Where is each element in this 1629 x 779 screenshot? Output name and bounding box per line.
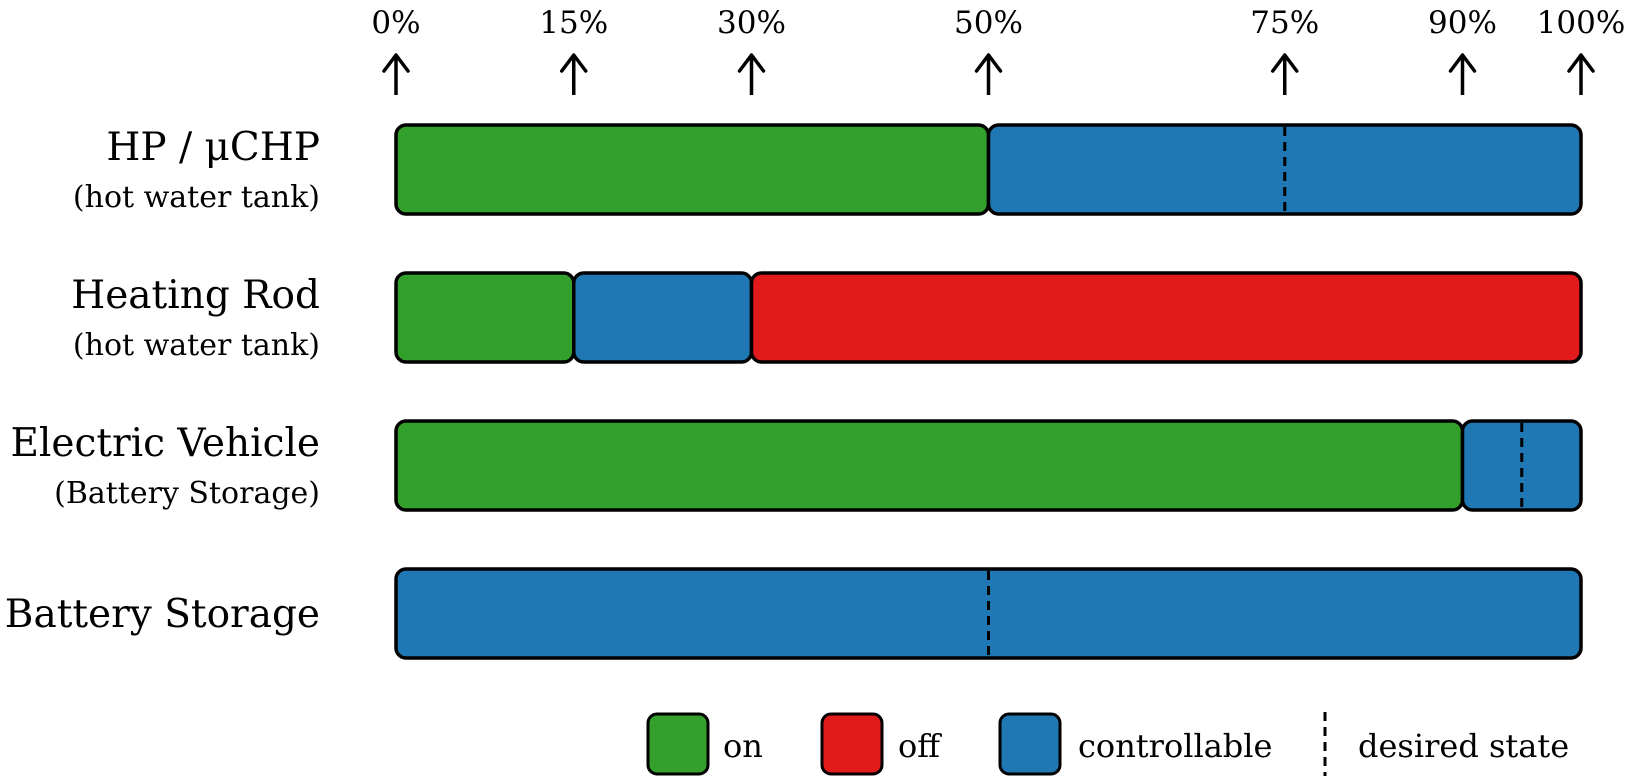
segment-controllable (986, 123, 1583, 216)
tick: 30% (717, 5, 786, 95)
tick-label: 50% (954, 5, 1023, 41)
device-rows: HP / μCHP (hot water tank) Heating Rod (hot… (5, 123, 1583, 660)
legend-label-on: on (723, 727, 763, 765)
tick-arrow-head (737, 53, 766, 73)
row-title: HP / μCHP (106, 125, 320, 170)
segment-controllable (572, 271, 754, 364)
tick-label: 90% (1428, 5, 1497, 41)
segment-off (749, 271, 1583, 364)
tick: 50% (954, 5, 1023, 95)
legend-label-controllable: controllable (1078, 727, 1272, 765)
tick: 15% (539, 5, 608, 95)
legend-swatch-on (646, 712, 710, 776)
tick-label: 75% (1250, 5, 1319, 41)
segment-controllable (1460, 419, 1583, 512)
tick-arrow-head (1448, 53, 1477, 73)
tick-label: 0% (371, 5, 420, 41)
row-subtitle: (hot water tank) (73, 180, 320, 215)
tick-label: 15% (539, 5, 608, 41)
legend-label-off: off (898, 727, 942, 765)
segment-on (394, 271, 576, 364)
device-row: Heating Rod (hot water tank) (71, 271, 1583, 364)
tick-label: 30% (717, 5, 786, 41)
tick-axis: 0% 15% 30% 50% 75% 90% 100% (371, 5, 1625, 95)
row-title: Heating Rod (71, 273, 320, 318)
tick-arrow-head (1567, 53, 1595, 73)
tick: 75% (1250, 5, 1319, 95)
tick-arrow-head (974, 53, 1003, 73)
tick: 100% (1537, 5, 1626, 95)
device-row: Electric Vehicle (Battery Storage) (10, 419, 1583, 512)
row-title: Electric Vehicle (10, 421, 320, 466)
segment-on (394, 419, 1465, 512)
tick-label: 100% (1537, 5, 1626, 41)
segment-controllable (394, 567, 1583, 660)
tick-arrow-head (382, 53, 410, 73)
tick-arrow-head (1271, 53, 1299, 73)
legend: on off controllable desired state (646, 712, 1569, 776)
device-row: Battery Storage (5, 567, 1583, 660)
legend-label-desired: desired state (1358, 727, 1569, 765)
row-subtitle: (Battery Storage) (54, 476, 320, 511)
device-row: HP / μCHP (hot water tank) (73, 123, 1583, 216)
legend-swatch-off (820, 712, 884, 776)
tick: 90% (1428, 5, 1497, 95)
row-subtitle: (hot water tank) (73, 328, 320, 363)
row-title: Battery Storage (5, 592, 320, 637)
tick-arrow-head (560, 53, 588, 73)
legend-swatch-controllable (998, 712, 1062, 776)
tick: 0% (371, 5, 421, 95)
segment-on (394, 123, 991, 216)
